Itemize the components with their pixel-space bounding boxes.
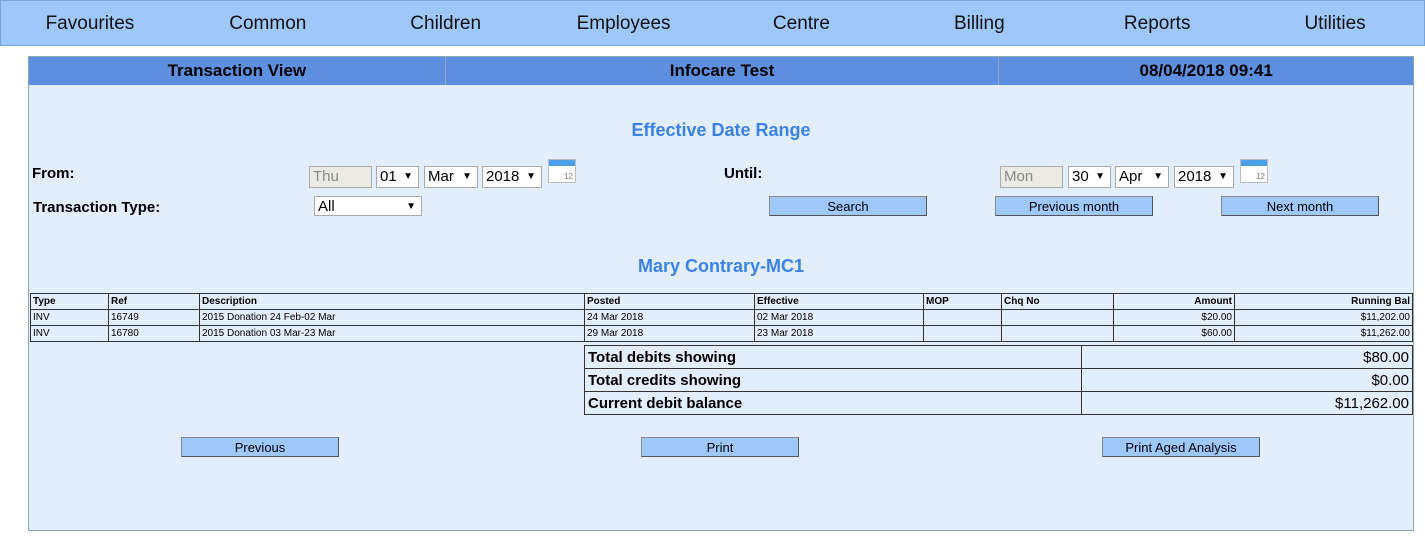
cell-posted: 24 Mar 2018 xyxy=(584,309,755,326)
table-row[interactable]: INV 16749 2015 Donation 24 Feb-02 Mar 24… xyxy=(30,309,1413,326)
chevron-down-icon: ▼ xyxy=(526,171,536,182)
from-month-select[interactable]: Mar ▼ xyxy=(424,166,478,188)
search-button[interactable]: Search xyxy=(769,196,927,216)
from-year-select[interactable]: 2018 ▼ xyxy=(482,166,542,188)
cell-posted: 29 Mar 2018 xyxy=(584,325,755,342)
col-ref: Ref xyxy=(108,293,200,310)
chevron-down-icon: ▼ xyxy=(403,171,413,182)
summary-value: $0.00 xyxy=(1081,368,1413,392)
chevron-down-icon: ▼ xyxy=(1218,171,1228,182)
summary-label: Current debit balance xyxy=(584,391,1082,415)
table-header-row: Type Ref Description Posted Effective MO… xyxy=(30,293,1413,310)
summary-label: Total debits showing xyxy=(584,345,1082,369)
nav-billing[interactable]: Billing xyxy=(953,13,1005,34)
chevron-down-icon: ▼ xyxy=(1095,171,1105,182)
main-nav: Favourites Common Children Employees Cen… xyxy=(0,0,1425,46)
summary-value: $11,262.00 xyxy=(1081,391,1413,415)
previous-month-button[interactable]: Previous month xyxy=(995,196,1153,216)
account-name: Mary Contrary-MC1 xyxy=(637,256,805,276)
cell-amount: $20.00 xyxy=(1113,309,1235,326)
col-description: Description xyxy=(199,293,585,310)
summary-value: $80.00 xyxy=(1081,345,1413,369)
transaction-type-select[interactable]: All ▼ xyxy=(314,196,422,216)
until-year-value: 2018 xyxy=(1178,168,1212,185)
from-day-value: 01 xyxy=(380,168,397,185)
calendar-day: 12 xyxy=(1256,172,1265,181)
nav-children[interactable]: Children xyxy=(410,13,482,34)
cell-description: 2015 Donation 24 Feb-02 Mar xyxy=(199,309,585,326)
until-day-value: 30 xyxy=(1072,168,1089,185)
until-weekday: Mon xyxy=(1000,166,1063,188)
cell-running-bal: $11,262.00 xyxy=(1234,325,1413,342)
col-type: Type xyxy=(30,293,109,310)
cell-effective: 02 Mar 2018 xyxy=(754,309,924,326)
chevron-down-icon: ▼ xyxy=(1153,171,1163,182)
transactions-table: Type Ref Description Posted Effective MO… xyxy=(30,293,1413,342)
cell-mop xyxy=(923,325,1002,342)
cell-chq-no xyxy=(1001,309,1114,326)
nav-employees[interactable]: Employees xyxy=(576,13,671,34)
centre-name: Infocare Test xyxy=(446,57,1000,85)
print-aged-analysis-button[interactable]: Print Aged Analysis xyxy=(1102,437,1260,457)
until-day-select[interactable]: 30 ▼ xyxy=(1068,166,1111,188)
cell-ref: 16749 xyxy=(108,309,200,326)
nav-reports[interactable]: Reports xyxy=(1123,13,1191,34)
previous-button[interactable]: Previous xyxy=(181,437,339,457)
chevron-down-icon: ▼ xyxy=(462,171,472,182)
until-month-select[interactable]: Apr ▼ xyxy=(1115,166,1169,188)
until-month-value: Apr xyxy=(1119,168,1143,185)
col-effective: Effective xyxy=(754,293,924,310)
transaction-type-value: All xyxy=(318,198,335,215)
col-mop: MOP xyxy=(923,293,1002,310)
from-day-select[interactable]: 01 ▼ xyxy=(376,166,419,188)
until-calendar-icon[interactable]: 12 xyxy=(1240,159,1268,183)
chevron-down-icon: ▼ xyxy=(406,201,416,212)
summary-row: Total debits showing $80.00 xyxy=(584,345,1413,369)
until-label: Until: xyxy=(724,165,763,182)
table-row[interactable]: INV 16780 2015 Donation 03 Mar-23 Mar 29… xyxy=(30,325,1413,342)
nav-centre[interactable]: Centre xyxy=(772,13,830,34)
from-calendar-icon[interactable]: 12 xyxy=(548,159,576,183)
nav-favourites[interactable]: Favourites xyxy=(45,13,135,34)
header-datetime: 08/04/2018 09:41 xyxy=(1139,61,1273,80)
from-month-value: Mar xyxy=(428,168,454,185)
cell-chq-no xyxy=(1001,325,1114,342)
view-title: Transaction View xyxy=(29,57,446,85)
col-chq-no: Chq No xyxy=(1001,293,1114,310)
calendar-day: 12 xyxy=(564,172,573,181)
col-running-bal: Running Bal xyxy=(1234,293,1413,310)
cell-ref: 16780 xyxy=(108,325,200,342)
until-year-select[interactable]: 2018 ▼ xyxy=(1174,166,1234,188)
col-amount: Amount xyxy=(1113,293,1235,310)
transaction-type-label: Transaction Type: xyxy=(33,199,161,216)
cell-effective: 23 Mar 2018 xyxy=(754,325,924,342)
from-label: From: xyxy=(32,165,75,182)
print-button[interactable]: Print xyxy=(641,437,799,457)
summary-row: Current debit balance $11,262.00 xyxy=(584,391,1413,415)
next-month-button[interactable]: Next month xyxy=(1221,196,1379,216)
col-posted: Posted xyxy=(584,293,755,310)
transaction-panel: Transaction View Infocare Test 08/04/201… xyxy=(28,56,1414,531)
from-weekday: Thu xyxy=(309,166,372,188)
summary-label: Total credits showing xyxy=(584,368,1082,392)
date-range-title: Effective Date Range xyxy=(631,120,811,140)
panel-header: Transaction View Infocare Test 08/04/201… xyxy=(29,57,1413,85)
cell-description: 2015 Donation 03 Mar-23 Mar xyxy=(199,325,585,342)
cell-type: INV xyxy=(30,309,109,326)
cell-mop xyxy=(923,309,1002,326)
from-year-value: 2018 xyxy=(486,168,520,185)
cell-type: INV xyxy=(30,325,109,342)
summary-row: Total credits showing $0.00 xyxy=(584,368,1413,392)
nav-utilities[interactable]: Utilities xyxy=(1304,13,1366,34)
summary-table: Total debits showing $80.00 Total credits… xyxy=(584,345,1413,415)
nav-common[interactable]: Common xyxy=(229,13,307,34)
cell-running-bal: $11,202.00 xyxy=(1234,309,1413,326)
cell-amount: $60.00 xyxy=(1113,325,1235,342)
